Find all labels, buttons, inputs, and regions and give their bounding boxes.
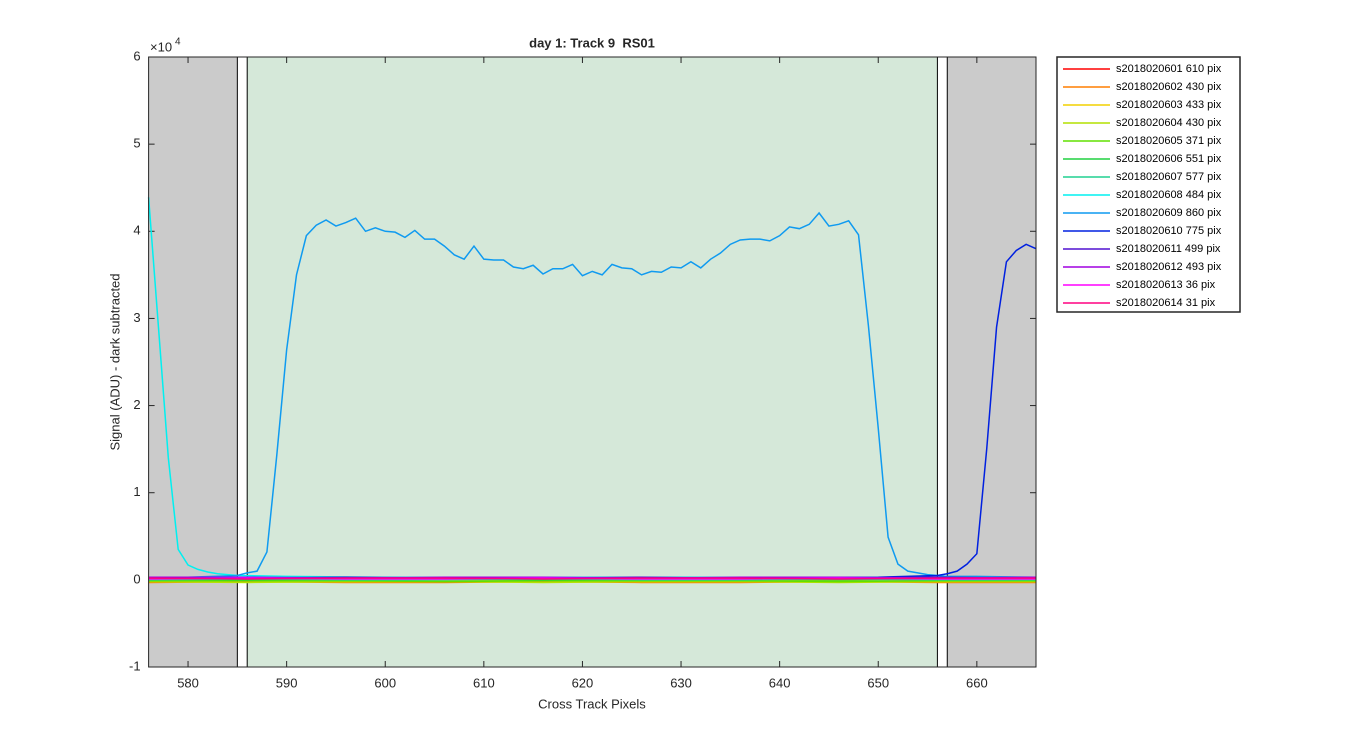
- series-line: [148, 576, 1037, 579]
- x-tick-label: 640: [769, 675, 791, 690]
- legend-label: s2018020608 484 pix: [1116, 189, 1222, 201]
- y-tick-label: 0: [133, 571, 140, 586]
- x-tick-label: 610: [473, 675, 495, 690]
- series-line: [148, 211, 1037, 578]
- x-tick-label: 650: [867, 675, 889, 690]
- legend-label: s2018020603 433 pix: [1116, 99, 1222, 111]
- legend-label: s2018020613 36 pix: [1116, 279, 1216, 291]
- x-tick-label: 580: [177, 675, 199, 690]
- y-tick-label: 6: [133, 48, 140, 63]
- legend-label: s2018020614 31 pix: [1116, 297, 1216, 309]
- series-line: [148, 577, 1036, 580]
- x-tick-label: 590: [276, 675, 298, 690]
- legend-label: s2018020610 775 pix: [1116, 225, 1222, 237]
- region: [247, 57, 938, 667]
- legend-label: s2018020601 610 pix: [1116, 63, 1222, 75]
- x-tick-label: 660: [966, 675, 988, 690]
- legend-label: s2018020602 430 pix: [1116, 81, 1222, 93]
- region: [947, 57, 1036, 667]
- y-exponent-power: 4: [175, 37, 181, 48]
- legend-label: s2018020612 493 pix: [1116, 261, 1222, 273]
- legend-label: s2018020604 430 pix: [1116, 117, 1222, 129]
- x-tick-label: 630: [670, 675, 692, 690]
- y-tick-label: 5: [133, 136, 140, 151]
- y-tick-label: 1: [133, 484, 140, 499]
- x-axis-label: Cross Track Pixels: [538, 696, 646, 711]
- legend-label: s2018020607 577 pix: [1116, 171, 1222, 183]
- series-line: [148, 579, 1036, 583]
- legend-label: s2018020611 499 pix: [1116, 243, 1221, 255]
- y-tick-label: -1: [129, 658, 141, 673]
- legend-label: s2018020605 371 pix: [1116, 135, 1222, 147]
- series-line: [148, 578, 1036, 581]
- y-exponent-base: ×10: [150, 39, 172, 54]
- y-tick-label: 2: [133, 397, 140, 412]
- x-tick-label: 600: [374, 675, 396, 690]
- region: [148, 57, 238, 667]
- y-tick-label: 3: [133, 310, 140, 325]
- x-tick-label: 620: [572, 675, 594, 690]
- legend-box: [1056, 56, 1241, 313]
- legend-label: s2018020609 860 pix: [1116, 207, 1222, 219]
- y-tick-label: 4: [133, 223, 140, 238]
- legend-label: s2018020606 551 pix: [1116, 153, 1222, 165]
- series-line: [148, 580, 1036, 584]
- chart-title: day 1: Track 9 RS01: [529, 35, 655, 50]
- y-axis-label: Signal (ADU) - dark subtracted: [107, 273, 122, 450]
- axes-box: [148, 56, 1037, 668]
